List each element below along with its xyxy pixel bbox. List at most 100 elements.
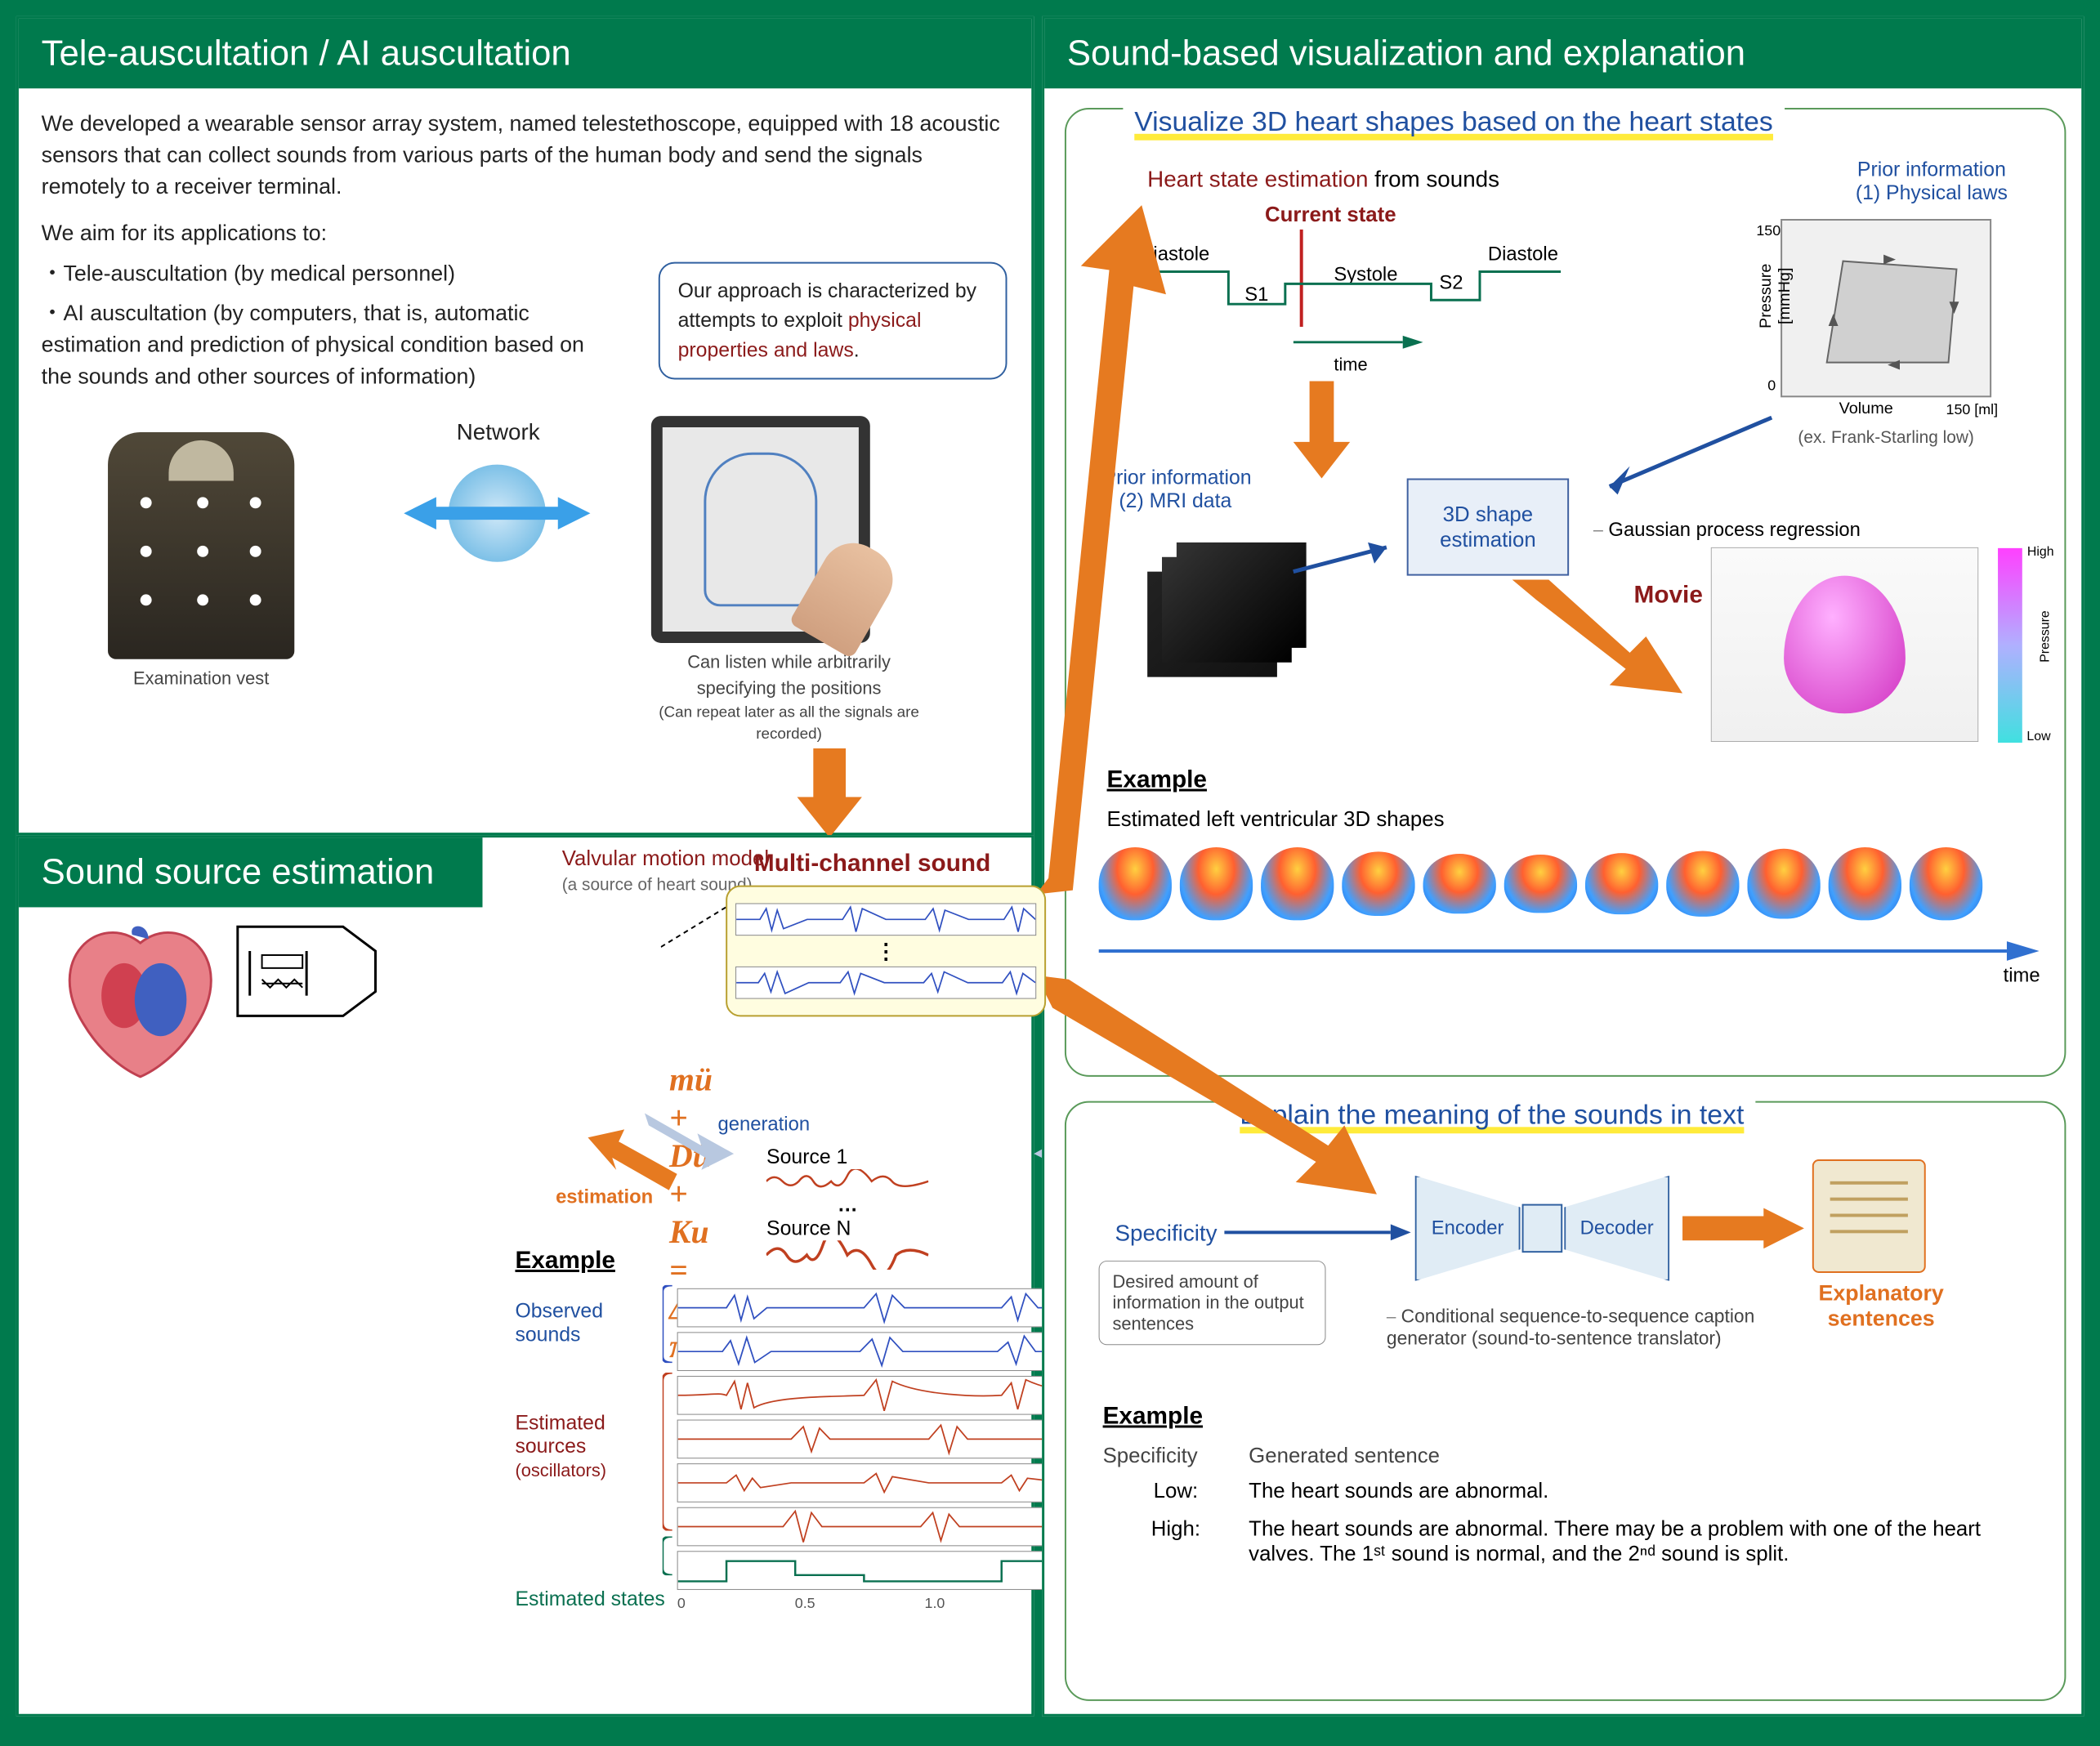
valve-model-icon (230, 918, 384, 1024)
bracket-est-icon (663, 1373, 674, 1530)
tablet-container: Can listen while arbitrarily specifying … (651, 416, 927, 746)
panel-tele-auscultation: Tele-auscultation / AI auscultation We d… (16, 16, 1034, 835)
valvular-subtitle: (a source of heart sound) (562, 876, 753, 895)
prior1b: (1) Physical laws (1856, 181, 2008, 204)
s2s-caption: ⎯ Conditional sequence-to-sequence capti… (1387, 1306, 1816, 1350)
tele-bullet-1-text: Tele-auscultation (by medical personnel) (63, 261, 455, 285)
panel-visualization: Sound-based visualization and explanatio… (1042, 16, 2084, 1717)
example-table: Specificity Generated sentence Low: The … (1103, 1443, 2035, 1566)
state-step-line-icon (1131, 239, 1561, 328)
ex-row-low: Low: The heart sounds are abnormal. (1103, 1478, 2035, 1503)
tick-1: 0.5 (795, 1595, 815, 1612)
high-sentence: The heart sounds are abnormal. There may… (1249, 1516, 2035, 1567)
mcs-wave-top (735, 903, 1036, 936)
time-arrow-lv-icon (1099, 936, 2040, 969)
current-state-label: Current state (1265, 202, 1396, 227)
lv-shapes-row (1099, 847, 1983, 920)
section-3d-visualization: Visualize 3D heart shapes based on the h… (1065, 108, 2066, 1077)
prior1a: Prior information (1857, 159, 2006, 181)
specificity-desc-box: Desired amount of information in the out… (1099, 1261, 1326, 1345)
pressure-colorbar (1998, 548, 2022, 743)
prior2a: Prior information (1103, 467, 1252, 489)
tick-0: 0 (677, 1595, 686, 1612)
lv-blob-8 (1666, 851, 1739, 916)
col-generated: Generated sentence (1249, 1443, 1440, 1468)
explanatory-sentences-label: Explanatory sentences (1800, 1281, 1962, 1332)
pv-ymax: 150 (1756, 222, 1781, 239)
estimated-states-label: Estimated states (515, 1587, 669, 1611)
ex-row-high: High: The heart sounds are abnormal. The… (1103, 1516, 2035, 1567)
prior2-label-block: Prior information (2) MRI data (1103, 467, 1252, 514)
pv-example-text: (ex. Frank-Starling low) (1781, 428, 1991, 448)
source-1-row: Source 1 (766, 1145, 928, 1194)
ex-table-header: Specificity Generated sentence (1103, 1443, 2035, 1468)
low-sentence: The heart sounds are abnormal. (1249, 1478, 2035, 1503)
explain-example-heading: Example (1103, 1403, 1203, 1431)
spec-low: Low: (1103, 1478, 1249, 1503)
network-globe-container (449, 465, 546, 562)
sse-example-heading: Example (515, 1247, 614, 1275)
spec-high: High: (1103, 1516, 1249, 1567)
multi-channel-waveform-box: ⋮ (726, 886, 1046, 1017)
tablet-caption-2: (Can repeat later as all the signals are… (651, 701, 927, 746)
oscillators-label: (oscillators) (515, 1460, 606, 1480)
tablet-image (651, 416, 870, 643)
globe-icon (449, 465, 546, 562)
viz-sub1-text: Visualize 3D heart shapes based on the h… (1134, 106, 1772, 141)
heart-3d-render: High Low Pressure (1711, 547, 1978, 742)
lv-blob-7 (1585, 853, 1658, 914)
estimation-label-1: estimation (556, 1186, 653, 1209)
lv-blob-11 (1910, 847, 1982, 920)
viz-example-heading: Example (1107, 766, 1207, 794)
pv-loop-icon (1782, 221, 1993, 399)
lv-blob-10 (1829, 847, 1901, 920)
network-arrows-icon (404, 497, 590, 529)
decoder-box: Decoder (1564, 1176, 1669, 1281)
heart-anatomy-icon (51, 918, 230, 1080)
shape-estimation-label: 3D shape estimation (1409, 502, 1567, 552)
multi-channel-sound-label: Multi-channel sound (754, 850, 990, 877)
tablet-torso-outline (704, 453, 817, 607)
bracket-states-icon (663, 1536, 674, 1575)
tele-intro-text: We developed a wearable sensor array sys… (42, 108, 1009, 203)
viz-sub1-heading: Visualize 3D heart shapes based on the h… (1123, 106, 1784, 138)
section-explain-text: Explain the meaning of the sounds in tex… (1065, 1101, 2066, 1701)
infographic-page: Tele-auscultation / AI auscultation We d… (8, 8, 2092, 1725)
tele-bullet-2: ・AI auscultation (by computers, that is,… (42, 297, 610, 393)
tick-2: 1.0 (925, 1595, 945, 1612)
time-label-1: time (1334, 355, 1367, 376)
shape-estimation-box: 3D shape estimation (1407, 479, 1569, 576)
lv-blob-9 (1747, 849, 1820, 919)
callout-pre: Our approach is characterized by attempt… (678, 279, 976, 332)
vest-caption: Examination vest (108, 666, 294, 692)
generation-label-1: generation (718, 1113, 811, 1136)
source-1-wave-icon (766, 1169, 928, 1194)
heart-blob-icon (1784, 576, 1906, 714)
source-n-row: Source N (766, 1217, 928, 1270)
estimated-sources-label: Estimated sources (515, 1412, 605, 1458)
vest-container: Examination vest (108, 432, 294, 691)
hse-title: Heart state estimation from sounds (1147, 166, 1499, 192)
pv-loop-chart: Pressure [mmHg] 150 0 Volume 150 [ml] (1781, 219, 1991, 397)
estimated-sources-label-block: Estimated sources (oscillators) (515, 1412, 669, 1482)
lv-caption: Estimated left ventricular 3D shapes (1107, 806, 1445, 832)
tablet-caption-1: Can listen while arbitrarily specifying … (651, 650, 927, 701)
pv-zero: 0 (1767, 377, 1776, 394)
gpr-text: Gaussian process regression (1608, 519, 1860, 541)
colorbar-high: High (2027, 545, 2054, 560)
mri-stack-icon (1147, 572, 1277, 677)
arrow-tablet-down-icon (797, 748, 861, 837)
valvular-title: Valvular motion model (562, 846, 769, 870)
prior1-label-block: Prior information (1) Physical laws (1856, 159, 2008, 206)
heart-state-diagram: Current state Diastole Diastole S1 Systo… (1115, 207, 1569, 368)
network-label: Network (457, 416, 540, 449)
callout-post: . (854, 338, 860, 361)
bottleneck-box (1522, 1204, 1563, 1253)
lv-blob-4 (1342, 851, 1414, 916)
movie-label: Movie (1634, 582, 1703, 610)
arrow-prior1-icon (1585, 418, 1780, 498)
gpr-label: ⎯ Gaussian process regression (1593, 519, 1861, 542)
s2s-text: Conditional sequence-to-sequence caption… (1387, 1306, 1754, 1349)
encoder-decoder-block: Encoder Decoder (1415, 1176, 1670, 1281)
mcs-wave-bot (735, 967, 1036, 999)
